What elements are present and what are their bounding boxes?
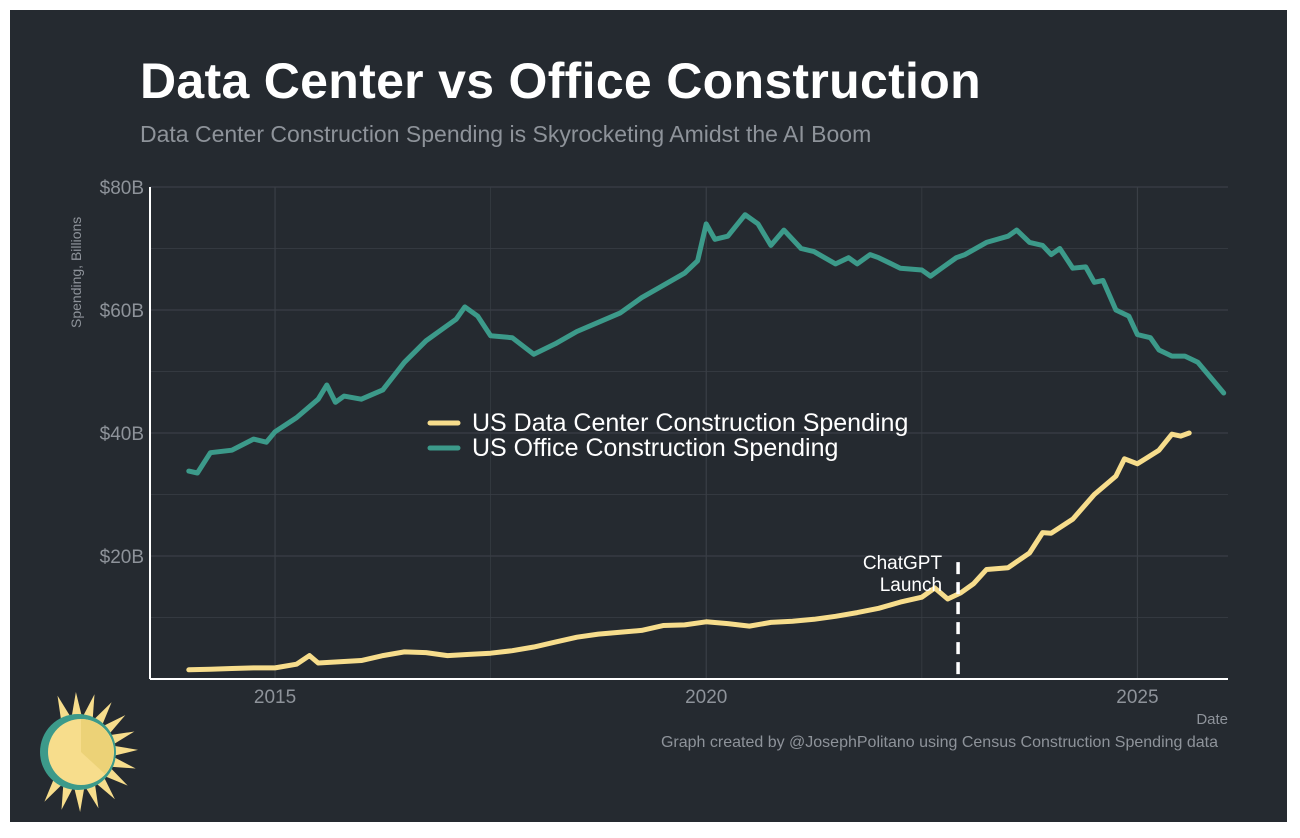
sun-ray [74,787,85,812]
axes: $20B $40B $60B $80B 2015 2020 2025 Date Spending… [68,178,1228,728]
sun-ray [85,783,99,809]
sun-ray [83,694,95,720]
series-group [186,212,1227,673]
sun-ray [109,731,135,745]
sun-ray [93,702,112,726]
sun-ray [57,695,71,721]
y-axis-title: Spending, Billions [68,217,84,328]
sun-ray [44,778,63,802]
source-caption: Graph created by @JosephPolitano using C… [660,734,1218,751]
annotation-label-line1: ChatGPT [863,553,943,574]
y-tick-label: $80B [100,178,144,199]
sun-ray [104,767,128,786]
y-tick-label: $60B [100,301,144,322]
y-tick-label: $20B [100,547,144,568]
x-tick-label: 2015 [254,687,296,708]
y-tick-label: $40B [100,424,144,445]
sun-ray [96,777,115,800]
sun-ray [61,784,73,810]
x-axis-title: Date [1196,711,1228,728]
x-tick-label: 2020 [685,687,727,708]
sun-ray [103,715,126,734]
annotation-label-line2: Launch [880,575,942,596]
sun-ray [113,745,138,756]
chart-subtitle: Data Center Construction Spending is Sky… [140,121,872,147]
sun-ray [110,757,136,769]
chart-title: Data Center vs Office Construction [140,53,981,109]
sun-icon [40,692,138,812]
legend-label: US Data Center Construction Spending [472,409,908,437]
x-tick-label: 2025 [1116,687,1158,708]
series-line-office [186,212,1227,476]
chart-panel [10,10,1287,822]
sun-ray [71,692,82,717]
series-line-data-center [186,430,1192,673]
legend-label: US Office Construction Spending [472,434,838,462]
